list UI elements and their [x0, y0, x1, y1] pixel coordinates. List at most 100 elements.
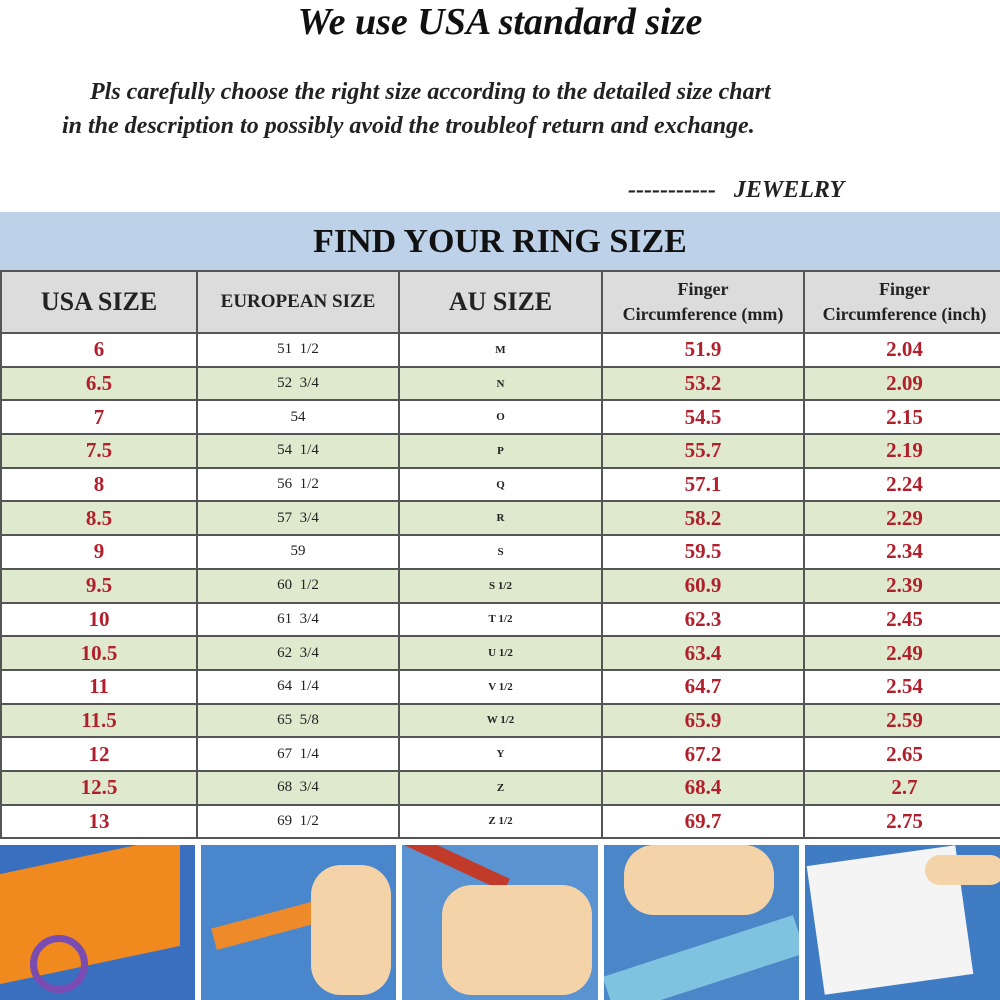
cell-au-size: S 1/2 [398, 567, 603, 604]
cell-european-size: 59 [196, 534, 400, 570]
table-row: 13 69 1/2 Z 1/2 69.7 2.75 [0, 803, 1000, 840]
table-title: FIND YOUR RING SIZE [0, 212, 1000, 270]
table-row: 12.5 68 3/4 Z 68.4 2.7 [0, 769, 1000, 806]
cell-circumference-mm: 63.4 [601, 635, 805, 671]
cell-circumference-inch: 2.39 [803, 567, 1000, 604]
cell-circumference-inch: 2.49 [803, 635, 1000, 671]
header-label: Finger [879, 279, 930, 299]
cell-usa-size: 7.5 [0, 433, 198, 469]
cell-usa-size: 8.5 [0, 500, 198, 537]
ring-size-table: USA SIZE EUROPEAN SIZE AU SIZE Finger Cir… [0, 270, 1000, 840]
cell-usa-size: 9 [0, 534, 198, 570]
cell-european-size: 51 1/2 [196, 332, 400, 368]
cell-circumference-mm: 62.3 [601, 601, 805, 638]
cell-usa-size: 6 [0, 332, 198, 368]
cell-circumference-inch: 2.04 [803, 332, 1000, 368]
cell-au-size: R [398, 500, 603, 537]
cell-au-size: P [398, 433, 603, 469]
table-row: 8.5 57 3/4 R 58.2 2.29 [0, 500, 1000, 537]
cell-usa-size: 11.5 [0, 702, 198, 739]
cell-circumference-mm: 58.2 [601, 500, 805, 537]
cell-european-size: 65 5/8 [196, 702, 400, 739]
cell-usa-size: 10.5 [0, 635, 198, 671]
header-au-size: AU SIZE [398, 270, 603, 334]
cell-european-size: 57 3/4 [196, 500, 400, 537]
cell-au-size: Y [398, 736, 603, 772]
table-row: 12 67 1/4 Y 67.2 2.65 [0, 736, 1000, 772]
cell-circumference-inch: 2.75 [803, 803, 1000, 840]
cell-circumference-inch: 2.65 [803, 736, 1000, 772]
cell-circumference-mm: 51.9 [601, 332, 805, 368]
cell-usa-size: 6.5 [0, 365, 198, 402]
cell-circumference-mm: 65.9 [601, 702, 805, 739]
header-circumference-mm: Finger Circumference (mm) [601, 270, 805, 334]
cell-european-size: 60 1/2 [196, 567, 400, 604]
cell-circumference-mm: 54.5 [601, 399, 805, 436]
cell-au-size: Q [398, 466, 603, 503]
cell-circumference-inch: 2.24 [803, 466, 1000, 503]
table-row: 9 59 S 59.5 2.34 [0, 534, 1000, 570]
table-row: 9.5 60 1/2 S 1/2 60.9 2.39 [0, 567, 1000, 604]
cell-au-size: M [398, 332, 603, 368]
cell-circumference-inch: 2.54 [803, 668, 1000, 705]
cell-european-size: 64 1/4 [196, 668, 400, 705]
cell-usa-size: 8 [0, 466, 198, 503]
cell-european-size: 61 3/4 [196, 601, 400, 638]
cell-usa-size: 10 [0, 601, 198, 638]
cell-usa-size: 12 [0, 736, 198, 772]
table-row: 11.5 65 5/8 W 1/2 65.9 2.59 [0, 702, 1000, 739]
cell-circumference-inch: 2.7 [803, 769, 1000, 806]
cell-european-size: 56 1/2 [196, 466, 400, 503]
table-row: 6 51 1/2 M 51.9 2.04 [0, 332, 1000, 368]
cell-circumference-mm: 69.7 [601, 803, 805, 840]
photo-measure-strip [603, 845, 799, 1000]
table-row: 8 56 1/2 Q 57.1 2.24 [0, 466, 1000, 503]
page-heading: We use USA standard size [297, 1, 703, 43]
table-row: 11 64 1/4 V 1/2 64.7 2.54 [0, 668, 1000, 705]
cell-circumference-inch: 2.29 [803, 500, 1000, 537]
cell-circumference-mm: 59.5 [601, 534, 805, 570]
table-row: 7 54 O 54.5 2.15 [0, 399, 1000, 436]
cell-circumference-inch: 2.09 [803, 365, 1000, 402]
cell-au-size: V 1/2 [398, 668, 603, 705]
cell-circumference-inch: 2.34 [803, 534, 1000, 570]
cell-au-size: N [398, 365, 603, 402]
cell-european-size: 54 [196, 399, 400, 436]
cell-circumference-mm: 57.1 [601, 466, 805, 503]
cell-european-size: 69 1/2 [196, 803, 400, 840]
photo-compare-chart [804, 845, 1000, 1000]
table-row: 10.5 62 3/4 U 1/2 63.4 2.49 [0, 635, 1000, 671]
cell-usa-size: 9.5 [0, 567, 198, 604]
cell-au-size: O [398, 399, 603, 436]
cell-circumference-inch: 2.59 [803, 702, 1000, 739]
table-row: 7.5 54 1/4 P 55.7 2.19 [0, 433, 1000, 469]
cell-au-size: W 1/2 [398, 702, 603, 739]
cell-circumference-inch: 2.15 [803, 399, 1000, 436]
header-usa-size: USA SIZE [0, 270, 198, 334]
cell-usa-size: 12.5 [0, 769, 198, 806]
brand-signature: ----------- JEWELRY [628, 177, 845, 203]
cell-european-size: 52 3/4 [196, 365, 400, 402]
cell-european-size: 54 1/4 [196, 433, 400, 469]
cell-au-size: U 1/2 [398, 635, 603, 671]
cell-circumference-mm: 60.9 [601, 567, 805, 604]
header-circumference-inch: Finger Circumference (inch) [803, 270, 1000, 334]
cell-circumference-mm: 53.2 [601, 365, 805, 402]
header-label: Finger [677, 279, 729, 299]
cell-usa-size: 11 [0, 668, 198, 705]
cell-circumference-inch: 2.45 [803, 601, 1000, 638]
cell-european-size: 68 3/4 [196, 769, 400, 806]
header-label: Circumference (mm) [622, 304, 784, 324]
measuring-steps-photos [0, 845, 1000, 1000]
notice-line-1: Pls carefully choose the right size acco… [90, 79, 771, 105]
photo-wrap-strip [201, 845, 397, 1000]
cell-usa-size: 7 [0, 399, 198, 436]
header-label: Circumference (inch) [822, 304, 987, 324]
cell-au-size: S [398, 534, 603, 570]
table-row: 10 61 3/4 T 1/2 62.3 2.45 [0, 601, 1000, 638]
cell-circumference-inch: 2.19 [803, 433, 1000, 469]
table-row: 6.5 52 3/4 N 53.2 2.09 [0, 365, 1000, 402]
cell-au-size: Z [398, 769, 603, 806]
cell-circumference-mm: 55.7 [601, 433, 805, 469]
header-european-size: EUROPEAN SIZE [196, 270, 400, 334]
